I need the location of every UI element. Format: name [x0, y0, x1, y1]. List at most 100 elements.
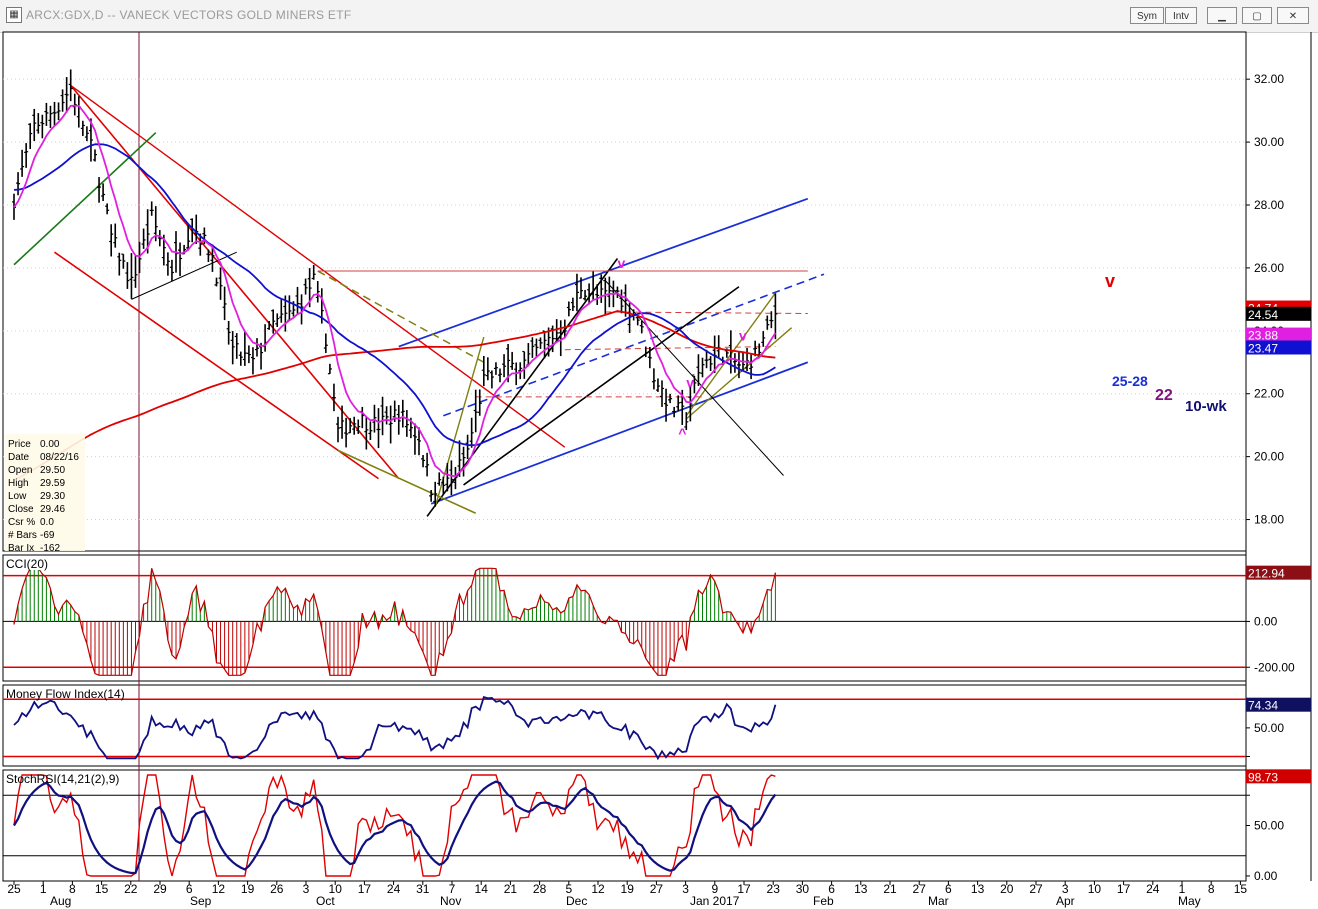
x-day-label: 13 — [971, 882, 985, 896]
x-day-label: 14 — [475, 882, 489, 896]
blue-channel-mid — [443, 273, 825, 417]
x-day-label: 28 — [533, 882, 547, 896]
cci-tick-label: -200.00 — [1254, 660, 1295, 674]
cci-badge-value: 212.94 — [1248, 567, 1285, 581]
x-day-label: 23 — [767, 882, 781, 896]
ma-red-line — [13, 310, 776, 481]
x-day-label: 19 — [621, 882, 635, 896]
stochrsi-panel — [3, 773, 1246, 877]
x-day-label: 30 — [796, 882, 810, 896]
x-month-label: Jan 2017 — [690, 894, 740, 908]
info-value: -69 — [40, 530, 55, 541]
maximize-icon[interactable]: ▢ — [1242, 7, 1272, 24]
y-axes: 18.0020.0022.0024.0026.0028.0030.0032.00… — [1246, 72, 1311, 883]
info-value: 08/22/16 — [40, 452, 79, 463]
x-month-label: Mar — [928, 894, 949, 908]
stoch-tick-label: 50.00 — [1254, 819, 1284, 833]
mfi-badge — [1246, 697, 1311, 712]
minimize-icon[interactable]: ▁ — [1207, 7, 1237, 24]
moving-averages — [13, 104, 777, 481]
dashed-mid — [564, 346, 776, 351]
symbol-button[interactable]: Sym — [1130, 7, 1164, 24]
x-day-label: 26 — [270, 882, 284, 896]
price-tick-label: 20.00 — [1254, 450, 1284, 464]
cci-panel — [3, 567, 1246, 676]
x-month-label: Sep — [190, 894, 212, 908]
info-label: Date — [8, 452, 30, 463]
x-day-label: 10 — [1088, 882, 1102, 896]
blue-channel-upper — [398, 197, 809, 348]
price-badge — [1246, 327, 1311, 342]
x-day-label: 21 — [504, 882, 518, 896]
ma-pink-line — [13, 104, 777, 478]
x-day-label: 17 — [1117, 882, 1131, 896]
info-label: Price — [8, 439, 31, 450]
x-month-label: Feb — [813, 894, 834, 908]
mfi-line — [13, 695, 777, 761]
x-axis: 25 1 8 15 22 29 6 12 19 26 3 10 17 24 31 7 14 21 28 5 12 19 27… — [7, 881, 1247, 908]
x-day-label: 1 — [1179, 882, 1186, 896]
downtrend-line-upper — [70, 84, 400, 480]
info-label: Bar Ix — [8, 543, 34, 554]
price-tick-label: 28.00 — [1254, 198, 1284, 212]
x-day-label: 19 — [241, 882, 255, 896]
downtrend-line-lower — [54, 251, 379, 480]
green-trend-line — [13, 132, 157, 266]
downtrend-line-long — [70, 84, 566, 448]
cci-badge — [1246, 565, 1311, 580]
close-icon[interactable]: ✕ — [1277, 7, 1309, 24]
mfi-panel — [3, 695, 1246, 761]
x-day-label: 27 — [1029, 882, 1043, 896]
price-badge-value: 24.54 — [1248, 308, 1278, 322]
x-day-label: 9 — [711, 882, 718, 896]
info-label: Csr % — [8, 517, 35, 528]
info-value: 0.00 — [40, 439, 60, 450]
x-day-label: 24 — [387, 882, 401, 896]
info-value: 29.46 — [40, 504, 65, 515]
x-month-label: Aug — [50, 894, 71, 908]
price-badge — [1246, 306, 1311, 321]
x-day-label: 7 — [449, 882, 456, 896]
interval-button[interactable]: Intv — [1165, 7, 1197, 24]
x-day-label: 25 — [7, 882, 21, 896]
price-badge-value: 23.88 — [1248, 329, 1278, 343]
x-day-label: 3 — [303, 882, 310, 896]
info-label: Open — [8, 465, 32, 476]
x-day-label: 27 — [650, 882, 664, 896]
price-tick-label: 26.00 — [1254, 261, 1284, 275]
info-label: High — [8, 478, 29, 489]
price-badge-value: 23.47 — [1248, 341, 1278, 355]
x-day-label: 8 — [69, 882, 76, 896]
x-day-label: 13 — [854, 882, 868, 896]
x-month-label: Nov — [440, 894, 461, 908]
app-icon[interactable]: ▦ — [6, 7, 22, 23]
stoch-tick-label: 0.00 — [1254, 869, 1278, 883]
info-value: -162 — [40, 543, 60, 554]
info-value: 29.59 — [40, 478, 65, 489]
x-day-label: 3 — [1062, 882, 1069, 896]
x-day-label: 17 — [737, 882, 751, 896]
x-day-label: 1 — [40, 882, 47, 896]
x-month-label: May — [1178, 894, 1201, 908]
x-day-label: 15 — [1234, 882, 1248, 896]
x-day-label: 29 — [153, 882, 167, 896]
info-value: 0.0 — [40, 517, 54, 528]
x-day-label: 6 — [828, 882, 835, 896]
info-value: 29.50 — [40, 465, 65, 476]
target-annotation: 25-28 — [1112, 373, 1148, 389]
price-tick-label: 22.00 — [1254, 387, 1284, 401]
period-annotation: 10-wk — [1185, 398, 1227, 415]
mfi-badge-value: 74.34 — [1248, 699, 1278, 713]
black-channel-upper — [463, 286, 740, 486]
info-label: # Bars — [8, 530, 37, 541]
x-day-label: 27 — [913, 882, 927, 896]
ma-blue-line — [13, 143, 776, 447]
stoch-slow-line — [13, 780, 777, 875]
x-month-label: Dec — [566, 894, 587, 908]
x-day-label: 12 — [591, 882, 605, 896]
olive-base-line — [337, 449, 477, 514]
x-day-label: 6 — [186, 882, 193, 896]
info-label: Low — [8, 491, 27, 502]
price-tick-label: 18.00 — [1254, 513, 1284, 527]
cycle-annotation: 22 — [1155, 387, 1173, 404]
